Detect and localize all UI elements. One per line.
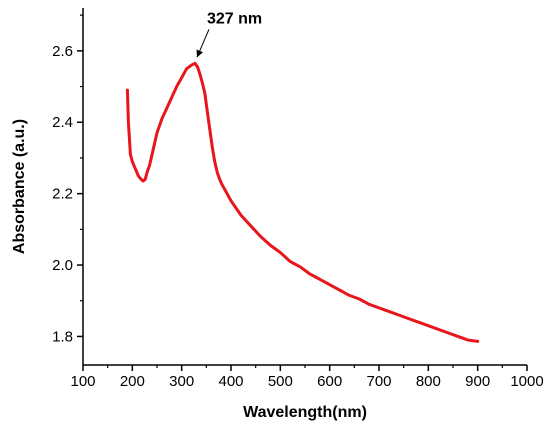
plot-area <box>125 61 480 343</box>
x-tick-label: 700 <box>366 373 391 390</box>
x-tick-label: 300 <box>169 373 194 390</box>
x-tick-label: 900 <box>465 373 490 390</box>
x-tick-label: 600 <box>317 373 342 390</box>
axes <box>77 8 528 371</box>
y-tick-label: 2.4 <box>52 114 73 131</box>
peak-annotation-label: 327 nm <box>207 10 262 27</box>
x-tick-label: 400 <box>218 373 243 390</box>
x-axis-title: Wavelength(nm) <box>243 404 367 421</box>
x-tick-label: 800 <box>416 373 441 390</box>
absorbance-series-line <box>125 61 480 343</box>
x-tick-label: 500 <box>268 373 293 390</box>
x-tick-label: 1000 <box>510 373 543 390</box>
y-axis-title: Absorbance (a.u.) <box>11 119 28 254</box>
y-tick-label: 2.6 <box>52 43 73 60</box>
y-tick-label: 1.8 <box>52 328 73 345</box>
peak-arrow-head <box>196 49 203 58</box>
x-tick-label: 100 <box>70 373 95 390</box>
x-tick-label: 200 <box>120 373 145 390</box>
labels: 100 200 300 400 500 600 700 800 900 1000 1.8 2.0 2.2… <box>11 10 544 421</box>
y-tick-label: 2.0 <box>52 257 73 274</box>
y-tick-label: 2.2 <box>52 186 73 203</box>
